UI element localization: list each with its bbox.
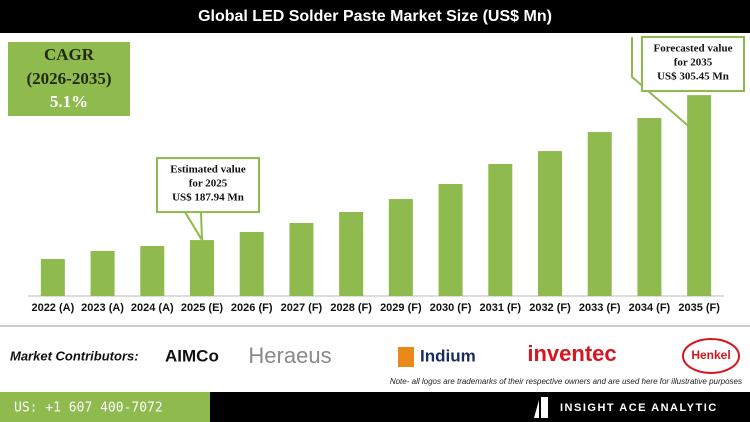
callout-box — [641, 36, 745, 92]
logo: Henkel — [691, 348, 730, 362]
logo: AIMCo — [165, 346, 219, 365]
callout-pointer — [631, 37, 701, 133]
x-tick-label: 2028 (F) — [330, 302, 372, 314]
title-bar — [0, 0, 750, 33]
cagr-label: CAGR — [44, 45, 95, 64]
bar — [40, 258, 65, 296]
bar — [239, 231, 264, 296]
x-tick-label: 2025 (E) — [181, 302, 224, 314]
cagr-box — [8, 42, 130, 116]
bar — [637, 117, 662, 296]
bar — [587, 132, 612, 296]
value-label: US$ 187.94 Mn — [172, 192, 244, 204]
bar — [339, 211, 364, 296]
logo-icon — [398, 347, 414, 367]
callout-text: Forecasted value — [654, 43, 733, 55]
logo-oval — [682, 338, 740, 374]
callout-text: Estimated value — [170, 164, 246, 176]
bar — [538, 151, 562, 296]
chart-title: Global LED Solder Paste Market Size (US$… — [198, 8, 552, 25]
x-tick-label: 2033 (F) — [579, 302, 621, 314]
bar — [90, 250, 115, 296]
callout-pointer — [184, 211, 204, 244]
bar — [687, 95, 712, 296]
x-tick-label: 2031 (F) — [479, 302, 521, 314]
x-tick-label: 2022 (A) — [31, 302, 74, 314]
note: Note- all logos are trademarks of their … — [390, 377, 742, 386]
x-tick-label: 2027 (F) — [281, 302, 323, 314]
cagr-value: 5.1% — [50, 92, 88, 111]
contributors-label: Market Contributors: — [10, 348, 139, 363]
x-tick-label: 2029 (F) — [380, 302, 422, 314]
x-tick-label: 2026 (F) — [231, 302, 273, 314]
x-tick-label: 2030 (F) — [430, 302, 472, 314]
callout-text: for 2035 — [674, 57, 713, 69]
bar — [488, 164, 513, 296]
x-tick-label: 2023 (A) — [81, 302, 124, 314]
x-tick-label: 2024 (A) — [131, 302, 174, 314]
callout-box — [156, 157, 260, 214]
logo: Indium — [420, 346, 476, 365]
bar — [388, 199, 413, 296]
logo: inventec — [527, 341, 616, 366]
x-tick-label: 2035 (F) — [678, 302, 720, 314]
logo: Heraeus — [248, 343, 331, 368]
bar — [289, 222, 314, 296]
phone-box — [0, 392, 210, 422]
phone: US: +1 607 400-7072 — [14, 401, 163, 416]
bar — [438, 183, 463, 296]
cagr-period: (2026-2035) — [27, 69, 112, 88]
x-tick-label: 2034 (F) — [629, 302, 671, 314]
brand: INSIGHT ACE ANALYTIC — [560, 402, 718, 414]
brand-icon — [534, 397, 548, 418]
callout-text: for 2025 — [189, 178, 228, 190]
bar — [190, 240, 214, 296]
x-tick-label: 2032 (F) — [529, 302, 571, 314]
value-label: US$ 305.45 Mn — [657, 71, 729, 83]
bar — [140, 246, 165, 296]
